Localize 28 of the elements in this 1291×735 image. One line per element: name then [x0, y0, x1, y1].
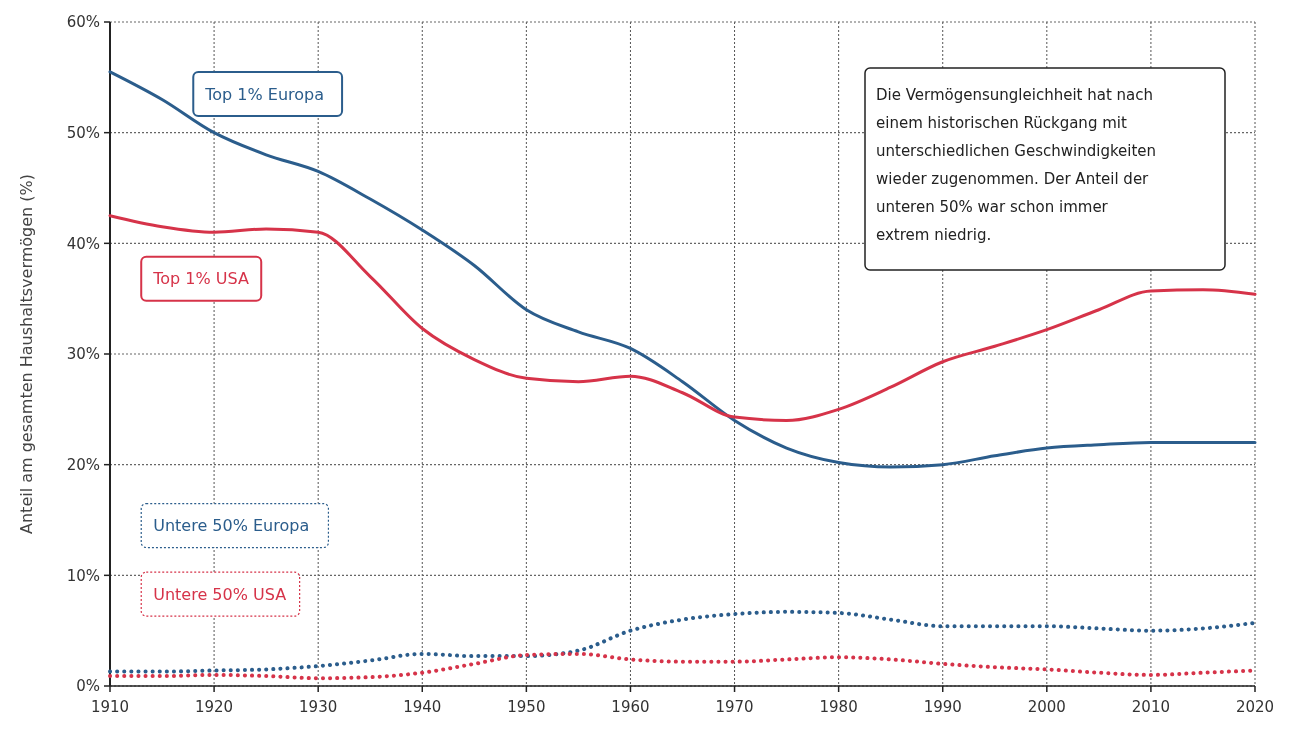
x-tick-label: 1920: [195, 698, 234, 716]
y-tick-label: 0%: [76, 677, 100, 696]
annotation: Die Vermögensungleichheit hat nach einem historischen Rückgang mit unterschiedlichen Geschwindigkeiten wieder zugenommen. Der Anteil der unteren 50% war schon immer extrem niedrig.: [876, 86, 1157, 244]
x-tick-label: 1980: [819, 698, 858, 716]
x-tick-label: 1930: [299, 698, 338, 716]
line-series: [108, 214, 1257, 422]
x-tick-label: 1940: [403, 698, 442, 716]
y-tick-label: 20%: [66, 455, 100, 474]
x-tick-label: 2010: [1131, 698, 1170, 716]
y-tick-label: 50%: [66, 123, 100, 142]
x-tick-label: 1990: [923, 698, 962, 716]
text: Untere 50% Europa: [153, 516, 310, 536]
y-tick-label: 30%: [66, 345, 100, 364]
line-series: [108, 609, 1257, 674]
y-tick-label: 60%: [66, 13, 100, 32]
x-tick-label: 1910: [90, 698, 130, 716]
y-tick-label: 40%: [66, 234, 100, 253]
text: Top 1% USA: [152, 269, 249, 289]
line-series: [108, 70, 1257, 469]
y-axis-title: Anteil am gesamten Haushaltsvermögen (%): [17, 174, 36, 534]
text: Untere 50% USA: [153, 584, 287, 604]
series-label: Top 1% Europa: [204, 84, 325, 104]
x-tick-label: 1970: [715, 698, 754, 716]
x-tick-label: 1950: [507, 698, 546, 716]
x-tick-label: 2020: [1235, 698, 1275, 716]
x-tick-label: 2000: [1027, 698, 1066, 716]
x-tick-label: 1960: [611, 698, 650, 716]
y-tick-label: 10%: [66, 566, 100, 585]
